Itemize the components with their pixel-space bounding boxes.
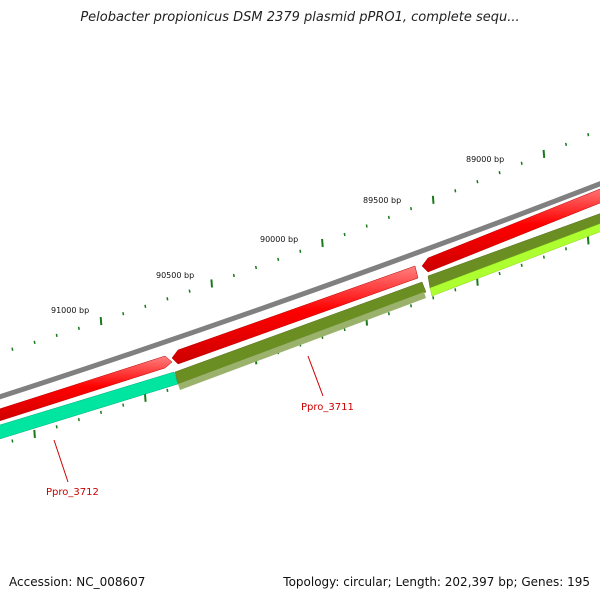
cds-arrow-ppro-3712[interactable] (0, 355, 173, 424)
feature-green-right[interactable] (429, 220, 600, 297)
ruler-minor-tick (343, 232, 346, 237)
ruler-label-91000: 91000 bp (51, 306, 89, 315)
ruler-minor-tick (254, 265, 258, 270)
gene-label-ppro-3711[interactable]: Ppro_3711 (301, 402, 354, 413)
ruler-major-tick (33, 429, 36, 438)
gene-label-ppro-3712[interactable]: Ppro_3712 (46, 487, 99, 498)
ruler-minor-tick (564, 142, 568, 147)
cds-track (0, 185, 600, 424)
ruler-minor-tick (232, 273, 235, 278)
ruler-minor-tick (77, 417, 80, 422)
ruler-label-89000: 89000 bp (466, 155, 504, 164)
genome-summary-text: Topology: circular; Length: 202,397 bp; … (283, 575, 590, 589)
ruler-minor-tick (144, 304, 147, 308)
ruler-major-tick (210, 279, 213, 288)
ruler-major-tick (542, 149, 546, 158)
ruler-major-tick (476, 277, 479, 286)
accession-text: Accession: NC_008607 (9, 575, 146, 589)
ruler-minor-tick (166, 388, 169, 393)
ruler-major-tick (99, 317, 103, 326)
ruler-minor-tick (454, 189, 457, 193)
ruler-minor-tick (99, 410, 103, 415)
ruler-minor-tick (33, 340, 36, 345)
ruler-minor-tick (299, 249, 302, 253)
feature-olive-left[interactable] (174, 281, 427, 385)
ruler-minor-tick (11, 347, 14, 351)
ruler-minor-tick (498, 170, 501, 175)
ruler-major-tick (144, 393, 147, 402)
ruler-minor-tick (277, 257, 280, 262)
leader-line-ppro-3711 (307, 355, 324, 397)
ruler-major-tick (431, 195, 435, 204)
feature-olive-right[interactable] (427, 210, 600, 289)
ruler-minor-tick (122, 312, 125, 316)
ruler-minor-tick (55, 425, 58, 429)
ruler-minor-tick (166, 297, 169, 301)
ruler-minor-tick (454, 288, 457, 292)
ruler-minor-tick (520, 161, 523, 165)
ruler-minor-tick (587, 133, 590, 137)
ruler-minor-tick (432, 296, 435, 300)
ruler-minor-tick (409, 304, 413, 308)
ruler-label-89500: 89500 bp (363, 196, 401, 205)
ruler-minor-tick (365, 224, 368, 228)
feature-olive-light-mid (178, 292, 426, 390)
ruler-label-90500: 90500 bp (156, 271, 194, 280)
ruler-minor-tick (77, 326, 80, 330)
backbone-track (0, 181, 600, 400)
ruler-minor-tick (55, 333, 58, 338)
ruler-minor-tick (11, 439, 14, 443)
ruler-major-tick (321, 238, 324, 247)
ruler-minor-tick (188, 289, 191, 293)
ruler-minor-tick (564, 247, 568, 251)
ruler-label-90000: 90000 bp (260, 235, 298, 244)
ruler-minor-tick (498, 271, 501, 276)
ruler-major-tick (586, 236, 590, 245)
cds-arrow-right[interactable] (421, 185, 600, 273)
feature-track (0, 210, 600, 440)
ruler-minor-tick (476, 180, 479, 184)
ruler-minor-tick (542, 255, 545, 259)
ruler-minor-tick (387, 215, 390, 220)
leader-line-ppro-3712 (53, 439, 69, 483)
ruler-minor-tick (409, 206, 413, 211)
cds-arrow-ppro-3711[interactable] (171, 265, 419, 365)
ruler-minor-tick (387, 312, 390, 316)
ruler-minor-tick (520, 263, 523, 267)
map-title: Pelobacter propionicus DSM 2379 plasmid … (80, 10, 520, 25)
ruler-minor-tick (122, 403, 125, 407)
